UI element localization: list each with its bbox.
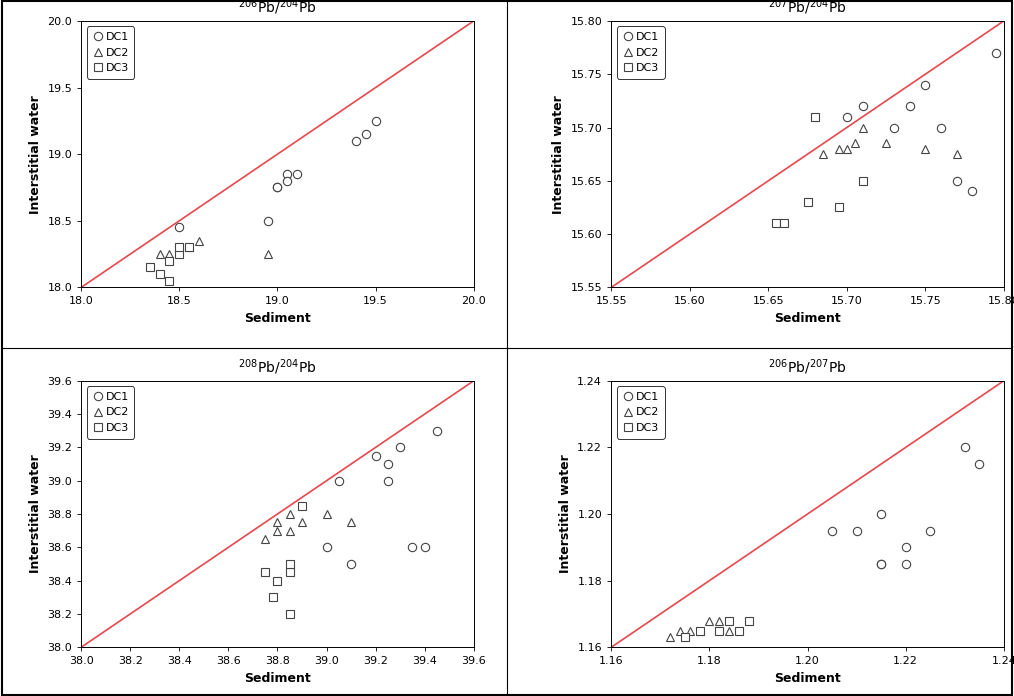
Legend: DC1, DC2, DC3: DC1, DC2, DC3 [617, 386, 664, 438]
X-axis label: Sediment: Sediment [244, 312, 311, 325]
X-axis label: Sediment: Sediment [244, 672, 311, 685]
Legend: DC1, DC2, DC3: DC1, DC2, DC3 [86, 386, 135, 438]
Title: $^{207}$Pb/$^{204}$Pb: $^{207}$Pb/$^{204}$Pb [769, 0, 847, 17]
Legend: DC1, DC2, DC3: DC1, DC2, DC3 [86, 26, 135, 79]
Legend: DC1, DC2, DC3: DC1, DC2, DC3 [617, 26, 664, 79]
Y-axis label: Interstitial water: Interstitial water [552, 95, 565, 214]
Y-axis label: Interstitial water: Interstitial water [28, 95, 42, 214]
Title: $^{206}$Pb/$^{207}$Pb: $^{206}$Pb/$^{207}$Pb [769, 357, 847, 377]
Title: $^{206}$Pb/$^{204}$Pb: $^{206}$Pb/$^{204}$Pb [238, 0, 316, 17]
Y-axis label: Interstitial water: Interstitial water [28, 454, 42, 574]
X-axis label: Sediment: Sediment [774, 672, 841, 685]
Title: $^{208}$Pb/$^{204}$Pb: $^{208}$Pb/$^{204}$Pb [238, 357, 316, 377]
X-axis label: Sediment: Sediment [774, 312, 841, 325]
Y-axis label: Interstitial water: Interstitial water [559, 454, 572, 574]
